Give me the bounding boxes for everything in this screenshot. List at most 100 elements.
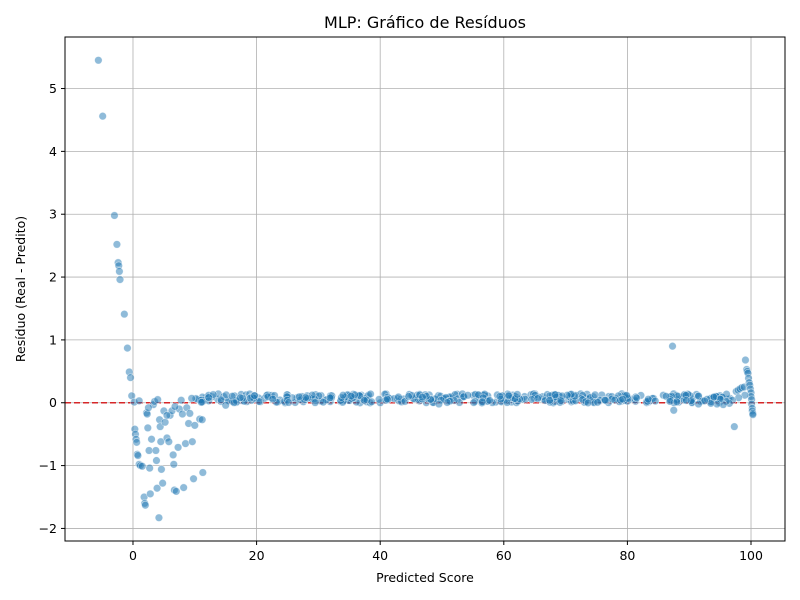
scatter-point <box>583 398 593 407</box>
x-tick-label: 100 <box>739 548 763 563</box>
chart-title: MLP: Gráfico de Resíduos <box>324 13 526 32</box>
scatter-point <box>665 397 674 406</box>
scatter-point <box>651 396 660 406</box>
x-tick-label: 20 <box>249 548 265 563</box>
scatter-point <box>404 392 413 401</box>
scatter-point <box>141 501 150 510</box>
scatter-point <box>152 484 162 493</box>
scatter-point <box>556 396 565 405</box>
scatter-point <box>181 439 190 448</box>
grid-lines <box>65 37 785 541</box>
scatter-point <box>504 391 513 400</box>
scatter-point <box>221 401 230 410</box>
scatter-point <box>164 437 173 446</box>
scatter-point <box>311 398 320 407</box>
scatter-point <box>126 373 135 382</box>
scatter-point <box>138 462 147 471</box>
scatter-point <box>325 393 335 402</box>
scatter-point <box>216 395 226 404</box>
y-tick-label: 3 <box>49 207 57 222</box>
y-tick-label: 0 <box>49 395 57 410</box>
x-tick-label: 60 <box>496 548 512 563</box>
scatter-point <box>144 446 154 455</box>
scatter-point <box>284 398 293 407</box>
scatter-point <box>145 464 154 473</box>
scatter-point <box>120 310 129 319</box>
scatter-point <box>682 396 691 405</box>
scatter-point <box>366 389 375 399</box>
scatter-point <box>394 392 403 402</box>
scatter-point <box>169 460 178 469</box>
scatter-point <box>172 487 181 496</box>
scatter-point <box>123 343 132 353</box>
y-axis-label: Resíduo (Real - Predito) <box>13 216 28 362</box>
scatter-point <box>198 468 207 477</box>
scatter-point <box>469 398 478 407</box>
scatter-point <box>162 411 172 420</box>
scatter-point <box>177 396 186 405</box>
scatter-point <box>115 267 124 276</box>
scatter-point <box>748 410 757 419</box>
scatter-point <box>179 483 188 492</box>
scatter-point <box>146 489 155 498</box>
scatter-point <box>135 396 144 405</box>
scatter-point <box>601 396 610 405</box>
y-tick-label: 1 <box>49 332 57 347</box>
x-tick-label: 0 <box>129 548 137 563</box>
scatter-point <box>513 390 522 399</box>
scatter-point <box>197 398 206 407</box>
y-tick-label: 5 <box>49 81 57 96</box>
scatter-point <box>694 399 703 409</box>
scatter-point <box>133 451 143 460</box>
scatter-point <box>188 437 197 446</box>
plot-frame <box>64 36 786 542</box>
scatter-point <box>143 423 152 432</box>
scatter-point <box>110 211 119 220</box>
scatter-point <box>157 465 166 474</box>
x-tick-label: 40 <box>372 548 388 563</box>
scatter-point <box>187 394 196 403</box>
scatter-point <box>161 418 170 427</box>
scatter-point <box>463 391 472 400</box>
axis-ticks: 0 20 40 60 80 100 −2 −1 0 1 2 3 4 5 <box>39 81 763 563</box>
scatter-point <box>347 392 356 401</box>
scatter-point <box>190 421 199 430</box>
scatter-point <box>295 392 304 401</box>
scatter-point <box>189 474 198 483</box>
scatter-point <box>338 391 348 400</box>
scatter-point <box>669 406 678 415</box>
scatter-point <box>668 342 677 351</box>
x-tick-label: 80 <box>619 548 635 563</box>
scatter-point <box>198 415 207 424</box>
scatter-point <box>154 513 164 522</box>
scatter-point <box>434 399 444 409</box>
scatter-point <box>545 396 554 405</box>
scatter-point <box>173 443 183 452</box>
scatter-point <box>236 393 245 402</box>
scatter-point <box>418 392 427 402</box>
scatter-point <box>360 396 369 405</box>
scatter-point <box>319 398 328 407</box>
scatter-point <box>590 390 600 399</box>
scatter-point <box>115 275 125 284</box>
scatter-point <box>169 450 178 460</box>
scatter-point <box>593 398 602 407</box>
scatter-point <box>144 403 153 412</box>
scatter-point <box>170 402 180 411</box>
scatter-point <box>672 397 681 406</box>
y-tick-label: 2 <box>49 270 57 285</box>
scatter-point <box>632 393 641 402</box>
scatter-point <box>374 395 384 404</box>
scatter-point <box>485 396 494 405</box>
scatter-point <box>268 394 277 404</box>
scatter-point <box>730 422 739 431</box>
scatter-point <box>383 394 392 404</box>
scatter-point <box>153 395 162 404</box>
scatter-point <box>94 56 103 65</box>
scatter-point <box>741 355 750 365</box>
scatter-point <box>151 446 160 455</box>
scatter-point <box>147 435 156 444</box>
scatter-point <box>152 456 161 465</box>
scatter-point <box>618 395 627 404</box>
